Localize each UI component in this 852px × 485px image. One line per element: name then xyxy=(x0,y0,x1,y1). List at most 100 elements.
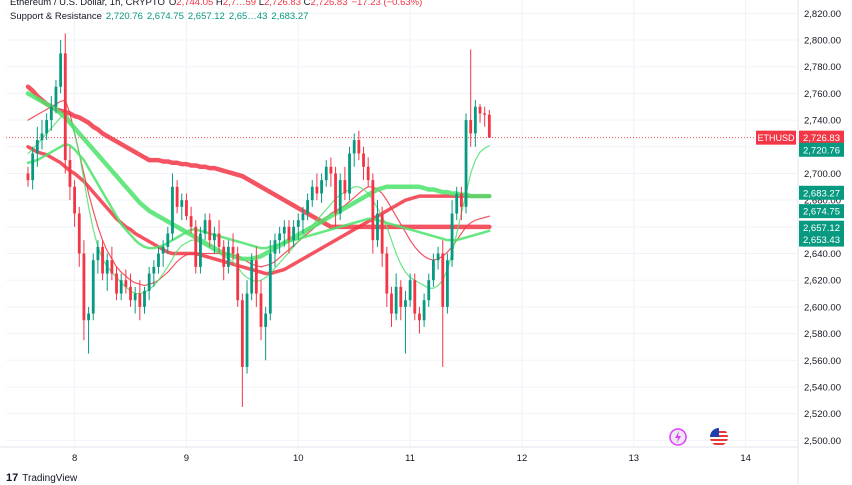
candle-body xyxy=(264,313,268,327)
candle-body xyxy=(394,286,398,314)
ohlc-value: 2,744.05 xyxy=(176,0,216,8)
candle-body xyxy=(296,220,300,227)
us-flag-icon[interactable] xyxy=(710,428,728,446)
indicator-line xyxy=(27,99,490,287)
y-tick-label: 2,800.00 xyxy=(804,36,841,47)
candle-body xyxy=(77,213,81,254)
candle-body xyxy=(226,246,230,267)
axis-price-tag xyxy=(799,204,844,219)
y-tick-label: 2,560.00 xyxy=(804,356,841,367)
y-tick-label: 2,600.00 xyxy=(804,302,841,313)
indicator-line xyxy=(25,84,492,230)
candle-body xyxy=(91,260,95,314)
axis-price-tag xyxy=(799,220,844,235)
candle-body xyxy=(49,106,53,121)
candle-body xyxy=(231,246,235,254)
candle-body xyxy=(59,53,63,87)
candle-body xyxy=(73,186,76,214)
candle-body xyxy=(236,253,240,301)
candle-body xyxy=(119,280,123,294)
sr-indicator-label[interactable]: Support & Resistance xyxy=(10,11,102,22)
candle-body xyxy=(441,253,445,307)
candle-body xyxy=(213,233,216,241)
candle-body xyxy=(82,253,86,321)
candle-body xyxy=(26,173,30,181)
price-change: −17.23 (−0.63%) xyxy=(351,0,423,8)
candle-body xyxy=(334,173,337,214)
sr-value: 2,65…43 xyxy=(228,11,268,22)
candle-body xyxy=(180,200,184,207)
y-tick-label: 2,740.00 xyxy=(804,116,841,127)
chart-header: Ethereum / U.S. Dollar, 1h, CRYPTO O2,74… xyxy=(10,0,422,24)
candle-body xyxy=(175,186,179,207)
symbol-title[interactable]: Ethereum / U.S. Dollar, 1h, CRYPTO xyxy=(10,0,165,8)
candle-body xyxy=(287,226,291,241)
tradingview-logo-icon: 17 xyxy=(6,472,19,484)
axis-price-tag xyxy=(799,185,844,200)
tradingview-footer[interactable]: 17 TradingView xyxy=(6,472,77,484)
candle-body xyxy=(208,220,212,241)
candle-body xyxy=(245,293,249,367)
candle-body xyxy=(306,200,309,214)
candle-body xyxy=(273,240,277,254)
candle-body xyxy=(343,180,347,194)
candle-body xyxy=(432,260,435,281)
candle-body xyxy=(320,180,323,194)
y-tick-label: 2,580.00 xyxy=(804,329,841,340)
candle-body xyxy=(487,114,491,138)
candle-body xyxy=(250,260,254,294)
candle-body xyxy=(282,226,286,234)
ohlc-key: L xyxy=(258,0,264,8)
candle-body xyxy=(324,166,328,181)
candle-body xyxy=(427,280,431,301)
axis-price-tag-text: 2,726.83 xyxy=(803,133,840,144)
ohlc-key: O xyxy=(168,0,177,8)
candle-body xyxy=(45,120,49,134)
candle-body xyxy=(455,193,459,214)
candle-body xyxy=(259,293,263,327)
candle-body xyxy=(436,253,440,261)
candle-body xyxy=(338,180,342,214)
candle-body xyxy=(96,246,100,261)
candle-body xyxy=(418,313,421,321)
brand-name: TradingView xyxy=(22,472,78,484)
candle-body xyxy=(68,160,72,187)
candle-body xyxy=(35,140,39,154)
candle-body xyxy=(292,226,296,241)
candle-body xyxy=(310,186,314,201)
candle-body xyxy=(129,286,132,301)
lightning-icon[interactable] xyxy=(669,428,687,446)
sr-value: 2,657.12 xyxy=(187,11,225,22)
candle-body xyxy=(459,193,463,207)
candle-body xyxy=(385,253,389,294)
candle-body xyxy=(138,293,142,307)
candle-body xyxy=(185,200,188,217)
candle-body xyxy=(105,260,109,274)
axis-price-tag-text: 2,720.76 xyxy=(803,145,840,156)
y-tick-label: 2,520.00 xyxy=(804,409,841,420)
candle-body xyxy=(143,290,146,307)
candle-body xyxy=(240,300,244,367)
candle-body xyxy=(217,233,221,247)
sr-value: 2,683.27 xyxy=(271,11,309,22)
indicator-line xyxy=(26,145,492,276)
candle-body xyxy=(152,266,156,274)
candle-body xyxy=(115,273,118,294)
indicator-line xyxy=(25,91,492,262)
sr-value: 2,720.76 xyxy=(105,11,143,22)
candle-body xyxy=(87,313,90,321)
candle-body xyxy=(446,260,449,307)
candle-body xyxy=(301,213,305,221)
candle-body xyxy=(222,246,226,267)
y-tick-label: 2,540.00 xyxy=(804,382,841,393)
candle-body xyxy=(189,216,193,227)
candle-body xyxy=(254,260,258,294)
indicator-line xyxy=(26,142,491,250)
candle-body xyxy=(194,226,198,267)
y-tick-label: 2,640.00 xyxy=(804,249,841,260)
y-tick-label: 2,760.00 xyxy=(804,89,841,100)
sr-value: 2,674.75 xyxy=(146,11,184,22)
x-tick-label: 10 xyxy=(293,453,304,464)
candle-body xyxy=(408,280,412,301)
